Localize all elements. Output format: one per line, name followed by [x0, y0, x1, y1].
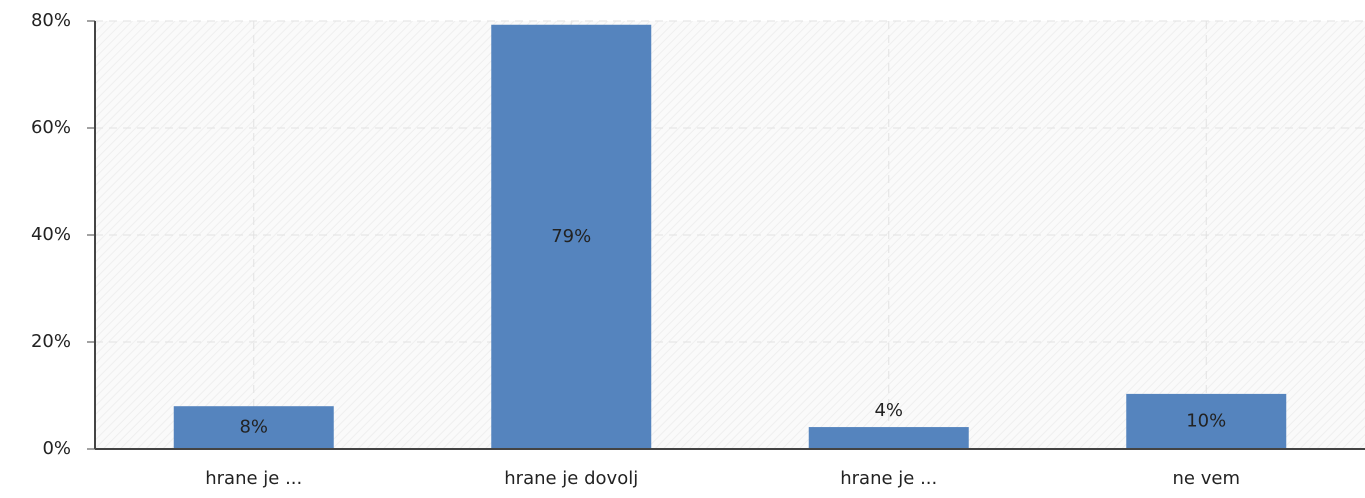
value-label: 8%: [239, 417, 268, 438]
x-tick-label: hrane je ...: [205, 468, 302, 489]
bar: [491, 24, 652, 450]
y-tick-label: 0%: [42, 438, 71, 459]
x-tick-label: hrane je dovolj: [504, 468, 638, 489]
value-label: 4%: [874, 400, 903, 421]
y-tick-label: 60%: [31, 117, 71, 138]
x-tick-label: hrane je ...: [840, 468, 937, 489]
x-tick-label: ne vem: [1173, 468, 1240, 489]
y-tick-label: 40%: [31, 224, 71, 245]
y-tick-label: 20%: [31, 331, 71, 352]
bar: [808, 427, 969, 449]
y-tick-label: 80%: [31, 10, 71, 31]
value-label: 79%: [551, 226, 591, 247]
bar: [173, 406, 334, 449]
value-label: 10%: [1186, 410, 1226, 431]
bar: [1126, 393, 1287, 449]
